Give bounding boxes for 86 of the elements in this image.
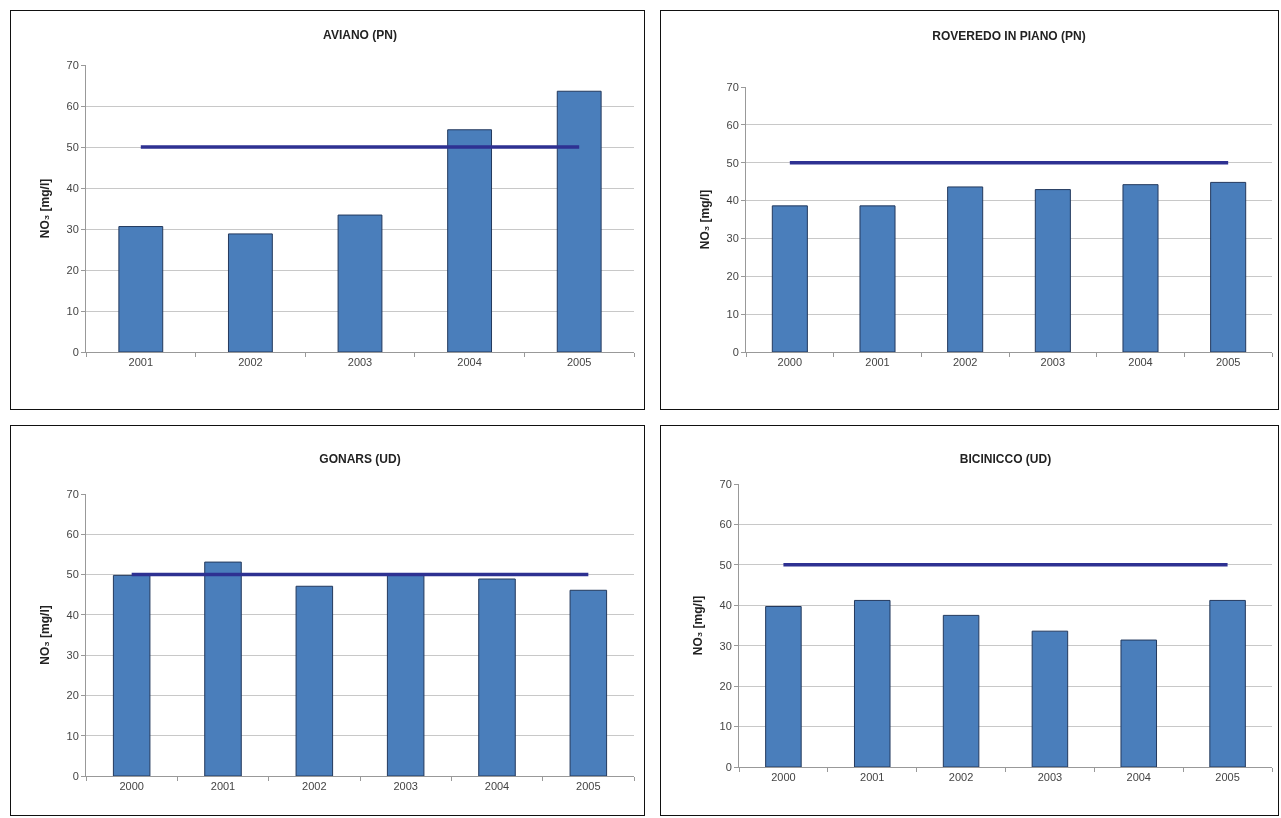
x-tick-label: 2002 [952, 356, 978, 369]
bar [1031, 630, 1069, 767]
y-tick-label: 10 [726, 307, 739, 320]
y-axis-title: NO₃ [mg/l] [697, 189, 712, 250]
x-tick-label: 2003 [347, 356, 373, 369]
y-tick-label: 30 [726, 232, 739, 245]
y-tick-label: 10 [719, 720, 732, 733]
y-tick-label: 0 [72, 345, 79, 358]
x-tick-label: 2005 [1215, 771, 1240, 784]
x-tick-label: 2004 [457, 356, 482, 369]
y-tick-label: 20 [719, 679, 732, 692]
bar [947, 186, 984, 352]
bar [204, 561, 242, 776]
bar [478, 578, 516, 776]
x-tick-label: 2003 [1040, 356, 1066, 369]
bar [1122, 184, 1159, 352]
x-tick-label: 2002 [948, 771, 974, 784]
x-tick-label: 2001 [860, 771, 885, 784]
y-tick-label: 40 [66, 181, 79, 194]
bar [853, 599, 891, 767]
x-tick-label: 2001 [210, 780, 236, 793]
x-tick-label: 2002 [238, 356, 263, 369]
x-tick-label: 2003 [393, 780, 418, 793]
bar [386, 573, 425, 776]
y-tick-label: 40 [726, 194, 739, 207]
y-tick-label: 60 [719, 518, 732, 531]
y-tick-label: 0 [725, 760, 732, 773]
chart-title: AVIANO (PN) [323, 28, 397, 43]
y-tick-label: 60 [66, 99, 79, 112]
bar [295, 585, 334, 776]
x-tick-label: 2004 [484, 780, 510, 793]
y-tick-label: 30 [719, 639, 732, 652]
y-tick-label: 20 [66, 263, 79, 276]
y-tick-label: 50 [66, 568, 79, 581]
x-tick-label: 2004 [1128, 356, 1153, 369]
y-tick-label: 10 [66, 729, 79, 742]
x-tick-label: 2003 [1037, 771, 1063, 784]
bar [1209, 599, 1246, 767]
y-tick-label: 70 [66, 487, 79, 500]
bar [118, 226, 164, 352]
y-tick-label: 50 [726, 156, 739, 169]
y-axis-title: NO₃ [mg/l] [37, 178, 52, 239]
y-axis-title: NO₃ [mg/l] [690, 595, 705, 656]
y-tick-label: 30 [66, 648, 79, 661]
bar [227, 233, 273, 352]
y-tick-label: 30 [66, 222, 79, 235]
bar [337, 214, 383, 352]
x-tick-label: 2005 [576, 780, 601, 793]
x-tick-label: 2004 [1126, 771, 1151, 784]
y-tick-label: 0 [732, 345, 739, 358]
bar [859, 205, 896, 352]
y-tick-label: 0 [72, 769, 79, 782]
y-tick-label: 20 [726, 270, 739, 283]
x-tick-label: 2001 [865, 356, 890, 369]
x-tick-label: 2005 [566, 356, 592, 369]
chart-title: GONARS (UD) [319, 452, 401, 467]
bar [1120, 639, 1158, 767]
x-tick-label: 2000 [777, 356, 803, 369]
y-tick-label: 40 [66, 608, 79, 621]
y-tick-label: 50 [719, 558, 732, 571]
bar [447, 129, 493, 352]
y-tick-label: 60 [726, 118, 739, 131]
bar [556, 90, 602, 352]
bar [569, 589, 608, 776]
y-tick-label: 70 [726, 80, 739, 93]
x-tick-label: 2005 [1215, 356, 1241, 369]
y-tick-label: 70 [66, 58, 79, 71]
chart-title: ROVEREDO IN PIANO (PN) [932, 29, 1086, 44]
x-tick-label: 2000 [771, 771, 796, 784]
bar [1210, 181, 1247, 352]
bar [112, 574, 151, 776]
x-tick-label: 2000 [119, 780, 144, 793]
y-tick-label: 70 [719, 477, 732, 490]
bar [771, 205, 808, 352]
y-tick-label: 10 [66, 304, 79, 317]
bar [1034, 189, 1071, 352]
y-tick-label: 50 [66, 140, 79, 153]
y-tick-label: 60 [66, 528, 79, 541]
y-tick-label: 40 [719, 599, 732, 612]
x-tick-label: 2002 [302, 780, 327, 793]
chart-title: BICINICCO (UD) [959, 452, 1052, 467]
bar [765, 606, 802, 767]
y-axis-title: NO₃ [mg/l] [37, 605, 52, 665]
y-tick-label: 20 [66, 689, 79, 702]
bar [942, 614, 980, 767]
x-tick-label: 2001 [128, 356, 154, 369]
